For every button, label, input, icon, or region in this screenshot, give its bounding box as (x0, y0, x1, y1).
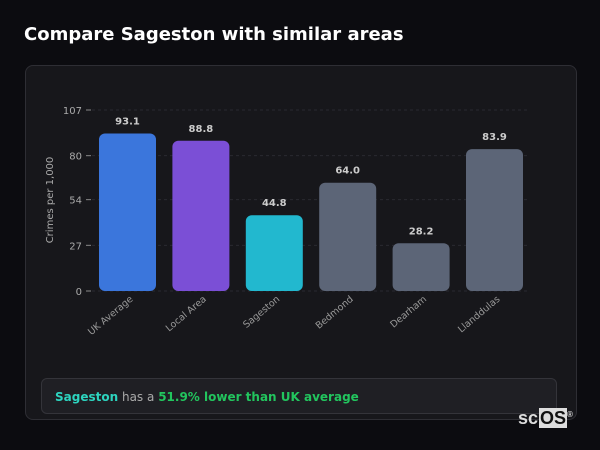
x-tick-label: UK Average (86, 294, 135, 338)
logo: sc OS® (518, 408, 573, 428)
y-tick-label: 27 (69, 241, 82, 252)
y-tick-label: 80 (69, 152, 82, 163)
data-label: 64.0 (335, 166, 360, 177)
y-axis-label: Crimes per 1,000 (45, 157, 56, 244)
x-tick-label: Sageston (241, 294, 282, 331)
bar (99, 133, 156, 291)
x-tick-label: Llanddulas (456, 294, 502, 335)
x-tick-label: Dearham (388, 294, 429, 331)
bar (392, 243, 450, 291)
insight-area: Sageston (55, 390, 119, 404)
bar (319, 182, 377, 291)
page-title: Compare Sageston with similar areas (24, 24, 404, 45)
bar (172, 140, 230, 291)
x-tick-label: Bedmond (314, 294, 356, 332)
insight-middle: has a (121, 390, 155, 404)
y-tick-label: 107 (63, 106, 82, 117)
data-label: 28.2 (409, 226, 434, 237)
data-label: 93.1 (115, 117, 140, 128)
insight-box: Sageston has a 51.9% lower than UK avera… (41, 378, 557, 414)
bar (245, 215, 303, 291)
y-tick-label: 54 (69, 196, 82, 207)
insight-highlight: 51.9% lower than UK average (158, 390, 359, 404)
data-label: 88.8 (189, 124, 214, 135)
y-tick-label: 0 (76, 287, 82, 298)
x-tick-label: Local Area (164, 294, 209, 334)
data-label: 83.9 (482, 132, 507, 143)
bar (466, 149, 523, 291)
data-label: 44.8 (262, 198, 287, 209)
